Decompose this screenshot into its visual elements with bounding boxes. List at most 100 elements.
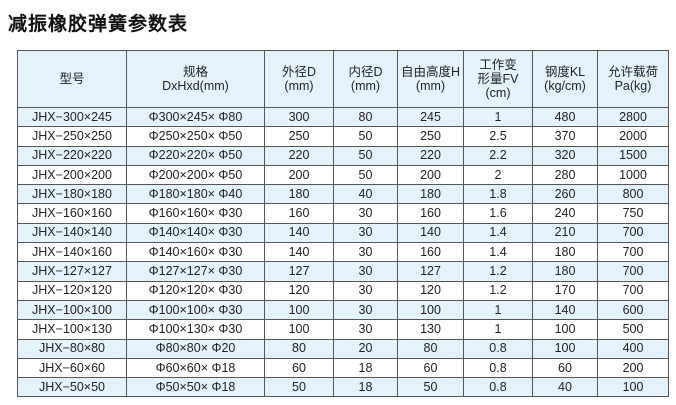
cell-spec: Φ200×200× Φ50	[126, 164, 265, 186]
cell-free-height: 200	[397, 164, 464, 186]
header-text: 自由高度H	[400, 65, 461, 79]
cell-stiffness: 180	[532, 242, 598, 263]
cell-stiffness: 100	[532, 319, 598, 340]
header-stiffness: 钢度KL (kg/cm)	[532, 50, 598, 108]
cell-inner-diameter: 30	[333, 222, 398, 244]
cell-outer-diameter: 127	[264, 261, 334, 282]
cell-spec: Φ140×140× Φ30	[126, 222, 265, 244]
cell-spec: Φ300×245× Φ80	[126, 106, 265, 128]
header-free-height: 自由高度H (mm)	[397, 50, 464, 108]
header-allowable-load: 允许载荷 Pa(kg)	[597, 50, 669, 108]
cell-inner-diameter: 50	[333, 145, 398, 166]
cell-inner-diameter: 30	[333, 261, 398, 282]
cell-model: JHX−80×80	[17, 338, 127, 359]
cell-outer-diameter: 250	[264, 126, 334, 147]
table-row: JHX−160×160 Φ160×160× Φ30 160 30 160 1.6 240 75…	[17, 203, 669, 224]
cell-stiffness: 180	[532, 261, 598, 282]
cell-free-height: 127	[397, 261, 464, 282]
cell-allowable-load: 500	[597, 319, 669, 340]
cell-deformation: 1.6	[463, 203, 533, 224]
header-text: (kg/cm)	[544, 79, 586, 93]
cell-allowable-load: 800	[597, 184, 669, 205]
header-text: 工作变	[479, 58, 517, 72]
cell-deformation: 0.8	[463, 377, 533, 398]
cell-model: JHX−140×140	[17, 222, 127, 244]
cell-allowable-load: 200	[597, 357, 669, 379]
cell-free-height: 160	[397, 242, 464, 263]
header-text: 规格	[182, 65, 208, 79]
cell-model: JHX−300×245	[17, 106, 127, 128]
cell-inner-diameter: 30	[333, 203, 398, 224]
cell-allowable-load: 400	[597, 338, 669, 359]
header-text: Pa(kg)	[614, 79, 652, 93]
cell-free-height: 100	[397, 299, 464, 321]
cell-free-height: 80	[397, 338, 464, 359]
cell-spec: Φ250×250× Φ50	[126, 126, 265, 147]
cell-spec: Φ100×100× Φ30	[126, 299, 265, 321]
cell-model: JHX−160×160	[17, 203, 127, 224]
table-row: JHX−127×127 Φ127×127× Φ30 127 30 127 1.2 180 70…	[17, 261, 669, 282]
cell-outer-diameter: 160	[264, 203, 334, 224]
table-row: JHX−50×50 Φ50×50× Φ18 50 18 50 0.8 40 100	[17, 377, 669, 398]
page-title: 减振橡胶弹簧参数表	[8, 13, 189, 35]
cell-free-height: 250	[397, 126, 464, 147]
header-outer-diameter: 外径D (mm)	[264, 50, 334, 108]
cell-inner-diameter: 50	[333, 164, 398, 186]
cell-outer-diameter: 100	[264, 319, 334, 340]
header-text: DxHxd(mm)	[162, 79, 229, 93]
header-text: (mm)	[415, 79, 446, 93]
cell-allowable-load: 1000	[597, 164, 669, 186]
cell-inner-diameter: 30	[333, 319, 398, 340]
header-inner-diameter: 内径D (mm)	[333, 50, 398, 108]
cell-outer-diameter: 180	[264, 184, 334, 205]
cell-deformation: 1.2	[463, 280, 533, 301]
cell-stiffness: 40	[532, 377, 598, 398]
cell-stiffness: 210	[532, 222, 598, 244]
cell-model: JHX−120×120	[17, 280, 127, 301]
cell-deformation: 2.5	[463, 126, 533, 147]
cell-model: JHX−140×160	[17, 242, 127, 263]
cell-inner-diameter: 18	[333, 377, 398, 398]
header-text: 外径D	[281, 65, 317, 79]
cell-model: JHX−100×100	[17, 299, 127, 321]
cell-stiffness: 170	[532, 280, 598, 301]
header-text: (cm)	[485, 86, 511, 100]
cell-model: JHX−50×50	[17, 377, 127, 398]
cell-free-height: 120	[397, 280, 464, 301]
cell-spec: Φ180×180× Φ40	[126, 184, 265, 205]
cell-outer-diameter: 300	[264, 106, 334, 128]
cell-outer-diameter: 100	[264, 299, 334, 321]
cell-free-height: 180	[397, 184, 464, 205]
cell-deformation: 1.2	[463, 261, 533, 282]
cell-inner-diameter: 20	[333, 338, 398, 359]
cell-allowable-load: 750	[597, 203, 669, 224]
cell-stiffness: 320	[532, 145, 598, 166]
cell-spec: Φ80×80× Φ20	[126, 338, 265, 359]
header-text: 型号	[59, 72, 85, 86]
table-row: JHX−300×245 Φ300×245× Φ80 300 80 245 1 480 2800	[17, 106, 669, 128]
table-row: JHX−60×60 Φ60×60× Φ18 60 18 60 0.8 60 200	[17, 357, 669, 379]
header-text: (mm)	[284, 79, 314, 93]
cell-stiffness: 100	[532, 338, 598, 359]
cell-stiffness: 260	[532, 184, 598, 205]
cell-spec: Φ100×130× Φ30	[126, 319, 265, 340]
cell-allowable-load: 2800	[597, 106, 669, 128]
header-text: 钢度KL	[544, 65, 586, 79]
cell-model: JHX−200×200	[17, 164, 127, 186]
cell-outer-diameter: 120	[264, 280, 334, 301]
cell-allowable-load: 1500	[597, 145, 669, 166]
header-text: 允许载荷	[607, 65, 658, 79]
cell-stiffness: 370	[532, 126, 598, 147]
table-header-row: 型号 规格 DxHxd(mm) 外径D (mm) 内径D (mm) 自由高度H (mm) 工作变形…	[17, 50, 669, 108]
cell-deformation: 1	[463, 299, 533, 321]
cell-spec: Φ50×50× Φ18	[126, 377, 265, 398]
cell-deformation: 0.8	[463, 338, 533, 359]
cell-outer-diameter: 140	[264, 242, 334, 263]
cell-outer-diameter: 60	[264, 357, 334, 379]
cell-stiffness: 480	[532, 106, 598, 128]
header-deformation: 工作变 形量FV (cm)	[463, 50, 533, 108]
cell-model: JHX−220×220	[17, 145, 127, 166]
cell-outer-diameter: 140	[264, 222, 334, 244]
cell-spec: Φ127×127× Φ30	[126, 261, 265, 282]
cell-stiffness: 140	[532, 299, 598, 321]
